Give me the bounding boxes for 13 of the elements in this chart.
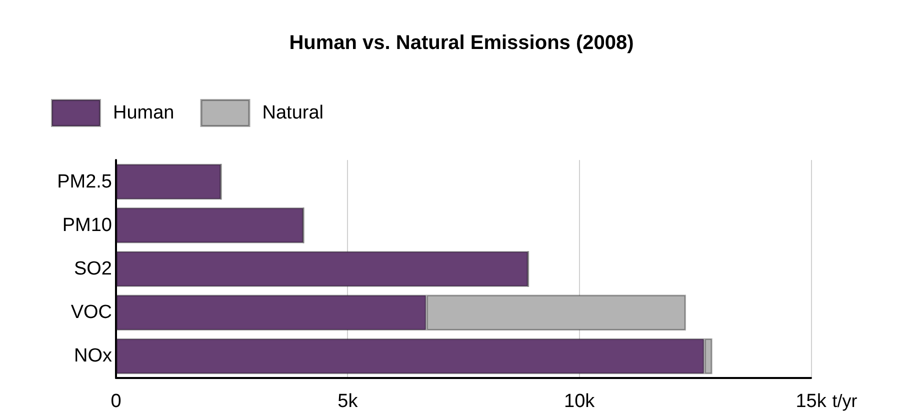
x-tick-label: 0 <box>110 391 122 412</box>
legend-label: Natural <box>262 102 324 124</box>
x-tick-label: 5k <box>338 391 358 412</box>
y-tick-label: PM10 <box>62 214 112 236</box>
y-tick-label: SO2 <box>74 258 112 280</box>
chart-title: Human vs. Natural Emissions (2008) <box>289 32 634 54</box>
legend-label: Human <box>113 102 174 124</box>
x-tick-label: 10k <box>564 391 596 412</box>
x-tick-label: 15k <box>796 391 827 412</box>
y-tick-label: NOx <box>74 346 112 367</box>
y-tick-label: PM2.5 <box>57 171 112 192</box>
y-tick-label: VOC <box>70 302 112 324</box>
x-axis-title: t/yr <box>832 391 858 411</box>
